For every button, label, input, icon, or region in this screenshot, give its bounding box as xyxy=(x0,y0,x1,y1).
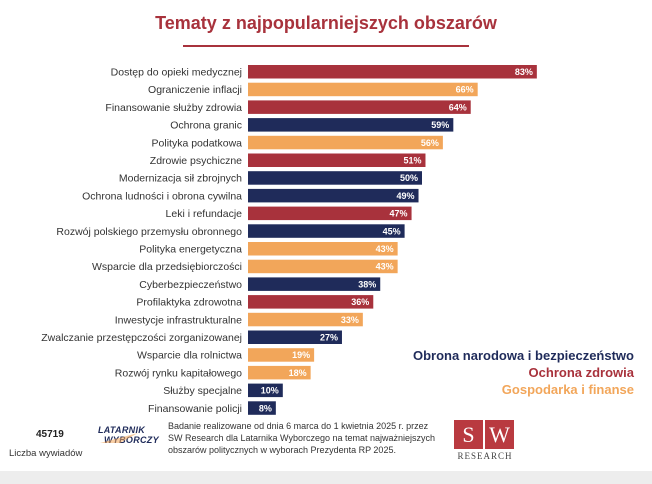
bar-defense xyxy=(248,188,419,203)
category-label: Ograniczenie inflacji xyxy=(148,84,242,96)
category-label: Dostęp do opieki medycznej xyxy=(111,67,242,79)
bar-defense xyxy=(248,401,276,415)
value-label: 19% xyxy=(292,350,310,360)
category-label: Cyberbezpieczeństwo xyxy=(139,279,242,291)
category-label: Ochrona ludności i obrona cywilna xyxy=(82,190,242,202)
category-label: Wsparcie dla rolnictwa xyxy=(137,350,242,362)
category-label: Polityka energetyczna xyxy=(139,244,242,256)
bottom-strip xyxy=(0,471,652,484)
sw-logo-w: W xyxy=(485,420,514,449)
value-label: 47% xyxy=(390,209,408,219)
interview-count-label: Liczba wywiadów xyxy=(9,448,83,459)
bar-defense xyxy=(248,171,422,185)
value-label: 27% xyxy=(320,333,338,343)
bar-health xyxy=(248,295,374,309)
bar-health xyxy=(248,65,537,79)
category-label: Finansowanie służby zdrowia xyxy=(105,102,242,114)
bar-defense xyxy=(248,118,454,132)
sw-logo-s: S xyxy=(454,420,483,449)
bar-health xyxy=(248,206,412,221)
value-label: 50% xyxy=(400,173,418,183)
survey-note: Badanie realizowane od dnia 6 marca do 1… xyxy=(168,420,453,456)
value-label: 51% xyxy=(403,156,421,166)
value-label: 83% xyxy=(515,67,533,77)
category-label: Służby specjalne xyxy=(163,385,242,397)
sw-logo-research: RESEARCH xyxy=(457,451,513,461)
bar-defense xyxy=(248,277,381,291)
value-label: 59% xyxy=(431,120,449,130)
value-label: 36% xyxy=(351,297,369,307)
value-label: 43% xyxy=(376,244,394,254)
value-label: 10% xyxy=(261,386,279,396)
category-label: Rozwój polskiego przemysłu obronnego xyxy=(56,226,242,238)
chart-title: Tematy z najpopularniejszych obszarów xyxy=(155,13,497,33)
interview-count: 45719 xyxy=(36,429,64,440)
value-label: 66% xyxy=(456,85,474,95)
category-label: Zwalczanie przestępczości zorganizowanej xyxy=(41,332,242,344)
legend-defense: Obrona narodowa i bezpieczeństwo xyxy=(412,348,634,363)
legend-health: Ochrona zdrowia xyxy=(528,365,634,380)
bar-health xyxy=(248,100,471,114)
category-label: Finansowanie policji xyxy=(148,403,242,415)
bar-economy xyxy=(248,82,478,97)
category-label: Zdrowie psychiczne xyxy=(150,155,242,167)
bar-defense xyxy=(248,224,405,238)
value-label: 43% xyxy=(376,262,394,272)
value-label: 49% xyxy=(397,191,415,201)
logo-swoosh-icon xyxy=(100,433,138,443)
title-underline xyxy=(183,45,469,47)
survey-note-line: Badanie realizowane od dnia 6 marca do 1… xyxy=(168,421,429,431)
logo-text-line2: WYBORCZY xyxy=(104,435,159,445)
bar-chart: Dostęp do opieki medycznej 83% Ograniczeni… xyxy=(41,65,537,415)
category-label: Polityka podatkowa xyxy=(152,137,243,149)
category-label: Leki i refundacje xyxy=(166,208,243,220)
value-label: 8% xyxy=(259,403,272,413)
category-label: Rozwój rynku kapitałowego xyxy=(115,367,242,379)
bar-economy xyxy=(248,259,398,274)
value-label: 45% xyxy=(383,226,401,236)
legend-economy: Gospodarka i finanse xyxy=(501,382,634,397)
category-label: Wsparcie dla przedsiębiorczości xyxy=(92,261,242,273)
category-label: Ochrona granic xyxy=(170,120,242,132)
sw-research-logo: S W RESEARCH xyxy=(454,420,516,462)
bar-economy xyxy=(248,135,443,150)
bar-economy xyxy=(248,242,398,256)
value-label: 38% xyxy=(358,279,376,289)
bar-health xyxy=(248,153,426,167)
bar-defense xyxy=(248,330,342,344)
bar-economy xyxy=(248,312,363,327)
value-label: 33% xyxy=(341,315,359,325)
category-label: Profilaktyka zdrowotna xyxy=(136,297,242,309)
logo-text-line1: LATARNIK xyxy=(98,425,146,435)
bar-defense xyxy=(248,383,283,398)
bar-economy xyxy=(248,348,315,362)
survey-note-line: obszarów politycznych w wyborach Prezyde… xyxy=(168,445,396,455)
value-label: 64% xyxy=(449,102,467,112)
survey-note-line: SW Research dla Latarnika Wyborczego na … xyxy=(168,433,436,443)
latarnik-wyborczy-logo: LATARNIK WYBORCZY xyxy=(98,425,162,455)
category-label: Modernizacja sił zbrojnych xyxy=(119,173,242,185)
value-label: 18% xyxy=(289,368,307,378)
value-label: 56% xyxy=(421,138,439,148)
bar-economy xyxy=(248,365,311,380)
category-label: Inwestycje infrastrukturalne xyxy=(115,314,242,326)
